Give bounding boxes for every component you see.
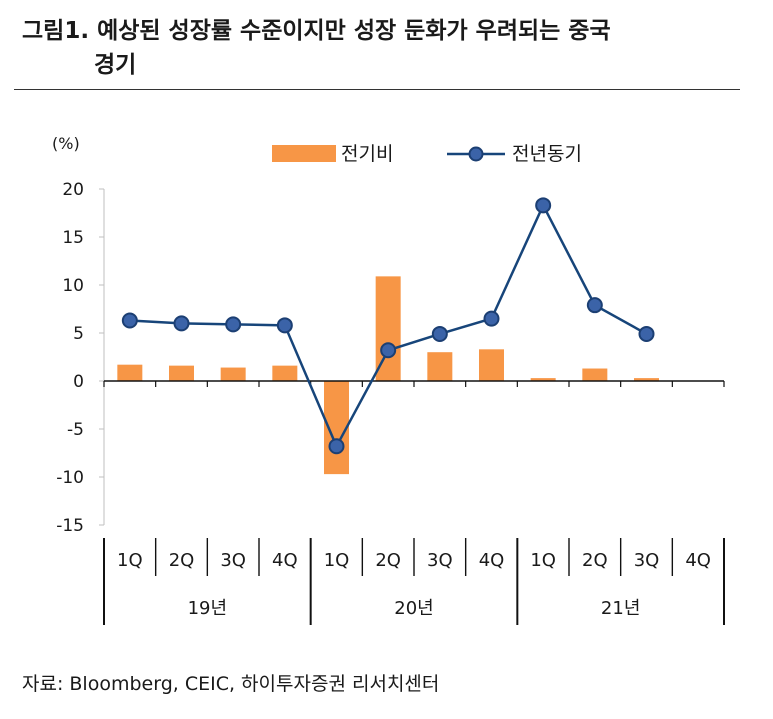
x-group-label: 19년: [188, 598, 227, 619]
line-point-3: [276, 317, 293, 334]
y-unit-label: (%): [52, 134, 80, 153]
figure-title-line2: 경기: [94, 52, 137, 78]
legend-swatch-bar: [272, 145, 336, 162]
line-point-10: [638, 325, 655, 342]
x-category-label: 3Q: [427, 550, 453, 571]
title-divider: [14, 89, 740, 90]
legend-label-line: 전년동기: [512, 143, 582, 165]
x-category-label: 3Q: [634, 550, 660, 571]
y-tick-label: 0: [73, 372, 84, 392]
x-category-label: 2Q: [582, 550, 608, 571]
bar-9: [582, 368, 608, 381]
x-category-label: 1Q: [117, 550, 143, 571]
x-category-label: 4Q: [479, 550, 505, 571]
y-tick-label: 5: [73, 324, 84, 344]
x-group-label: 21년: [601, 598, 640, 619]
line-point-5: [380, 342, 397, 359]
legend-swatch-marker: [468, 146, 484, 162]
y-tick-label: 15: [62, 228, 84, 248]
y-tick-label: 20: [62, 180, 84, 200]
line-point-4: [328, 438, 345, 455]
line-point-8: [535, 197, 552, 214]
bar-7: [479, 349, 504, 381]
line-point-6: [431, 325, 448, 342]
y-tick-label: -15: [56, 516, 84, 536]
y-tick-label: -5: [67, 420, 84, 440]
bar-0: [117, 364, 143, 381]
x-category-label: 1Q: [324, 550, 350, 571]
x-category-label: 2Q: [169, 550, 195, 571]
line-point-7: [483, 310, 500, 327]
figure-title: 그림1. 예상된 성장률 수준이지만 성장 둔화가 우려되는 중국 경기: [22, 14, 742, 82]
x-category-label: 2Q: [375, 550, 401, 571]
bar-8: [530, 378, 556, 381]
x-group-label: 20년: [394, 598, 433, 619]
bar-1: [169, 365, 194, 381]
line-point-0: [121, 312, 138, 329]
figure-title-line1: 그림1. 예상된 성장률 수준이지만 성장 둔화가 우려되는 중국: [22, 18, 611, 44]
line-point-1: [173, 315, 190, 332]
y-tick-label: -10: [56, 468, 84, 488]
x-category-label: 3Q: [220, 550, 246, 571]
bar-6: [427, 352, 453, 381]
x-category-label: 1Q: [530, 550, 556, 571]
x-category-label: 4Q: [685, 550, 711, 571]
bar-3: [272, 365, 298, 381]
gdp-growth-chart: 20 15 10 5 0 -5 -10 -15 (%) 1Q 2Q 3Q 4Q 1Q 2Q 3Q 4Q 1Q 2Q 3…: [52, 134, 725, 625]
x-category-label: 4Q: [272, 550, 298, 571]
line-point-2: [225, 316, 242, 333]
y-tick-label: 10: [62, 276, 84, 296]
bar-10: [634, 378, 659, 381]
legend-label-bar: 전기비: [341, 143, 393, 165]
bar-2: [220, 367, 246, 381]
line-point-9: [586, 297, 603, 314]
source-note: 자료: Bloomberg, CEIC, 하이투자증권 리서치센터: [22, 673, 440, 695]
